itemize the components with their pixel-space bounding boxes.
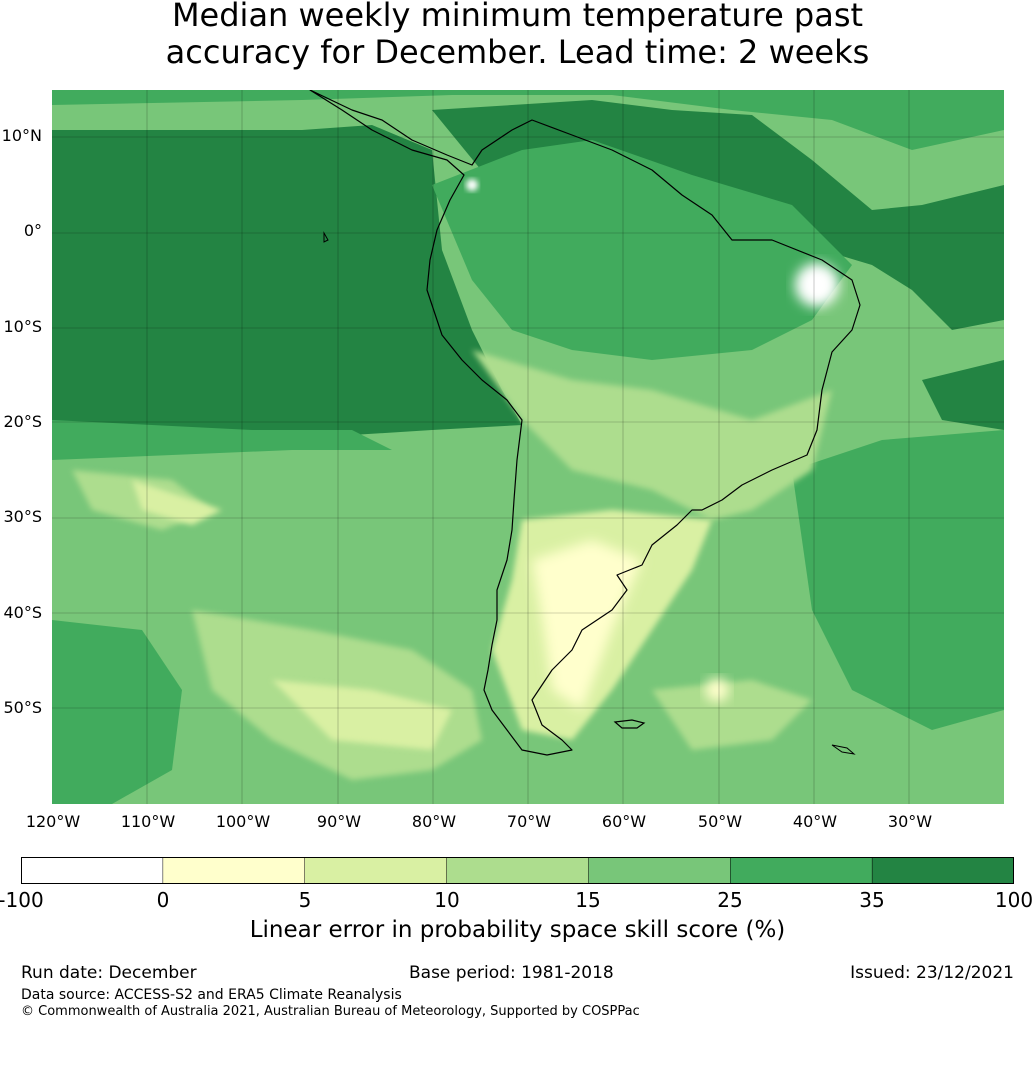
lat-label-10n: 10°N [1,126,42,145]
lon-label-70w: 70°W [506,812,552,831]
colorbar-outline [21,857,1014,884]
lon-label-50w: 50°W [697,812,743,831]
colorbar-segment [588,857,732,884]
map-region-green-pacific-south [52,420,392,460]
colorbar-tick-label: 25 [717,888,743,912]
map-region-light-green-4 [652,680,812,750]
galapagos [323,231,329,243]
colorbar-segment [21,857,164,884]
lat-label-40s: 40°S [3,603,42,622]
colorbar-segment [730,857,873,884]
lon-label-30w: 30°W [887,812,933,831]
colorbar-segment [871,857,1014,884]
map-region-dark-pacific [52,125,522,435]
map-region-green-north [52,90,1004,150]
lon-label-60w: 60°W [601,812,647,831]
colorbar [21,857,1014,884]
data-source: Data source: ACCESS-S2 and ERA5 Climate … [21,987,402,1003]
lat-label-0: 0° [23,221,42,240]
base-period: Base period: 1981-2018 [409,963,614,983]
issued-date: Issued: 23/12/2021 [850,963,1014,983]
lon-label-80w: 80°W [411,812,457,831]
map-region-lightest-1 [532,540,642,710]
map-gridlines [52,90,1004,804]
map-region-lightest-4 [705,678,729,702]
lon-label-90w: 90°W [316,812,362,831]
colorbar-label: Linear error in probability space skill … [249,917,786,943]
colorbar-tick-label: 0 [156,888,170,912]
falkland-islands [613,719,646,729]
lon-label-120w: 120°W [25,812,81,831]
map-region-green-continent [432,140,852,360]
lon-label-40w: 40°W [792,812,838,831]
chart-title-line-1: Median weekly minimum temperature past [171,0,864,34]
chart-title-line-2: accuracy for December. Lead time: 2 week… [165,33,870,71]
map-region-green-southwest [52,620,182,804]
colorbar-tick-label: 15 [575,888,601,912]
colorbar-segment [446,857,590,884]
lat-label-10s: 10°S [3,317,42,336]
colorbar-tick-label: 10 [434,888,460,912]
map-region-green-east [792,430,1004,730]
map-region-pale-3 [132,480,222,525]
map-region-pale-2 [272,680,452,750]
colorbar-tick-label: 35 [859,888,885,912]
lon-label-100w: 100°W [215,812,271,831]
run-date: Run date: December [21,963,197,983]
map-region-lightest-3 [466,179,478,191]
lon-label-110w: 110°W [120,812,176,831]
colorbar-tick-label: 5 [298,888,312,912]
colorbar-segment [304,857,448,884]
colorbar-segment [162,857,306,884]
lat-label-20s: 20°S [3,412,42,431]
map-region-dark-atlantic [922,360,1004,430]
lat-label-50s: 50°S [3,698,42,717]
skill-score-map [52,90,1004,804]
colorbar-tick-label: 100 [994,888,1034,912]
south-georgia [831,744,856,755]
copyright: © Commonwealth of Australia 2021, Austra… [21,1004,640,1019]
lat-label-30s: 30°S [3,507,42,526]
map-region-lightest-2 [795,263,839,307]
south-america-coastline [309,90,861,756]
map-region-light-green-1 [472,350,832,520]
colorbar-tick-label: -100 [0,888,44,912]
